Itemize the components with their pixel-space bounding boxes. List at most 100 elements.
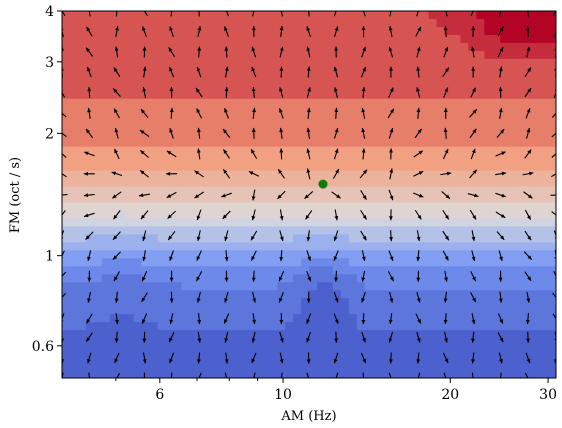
quiver-arrow: [306, 46, 311, 58]
contour-cell: [229, 210, 238, 220]
contour-cell: [532, 114, 541, 124]
contour-cell: [189, 130, 199, 140]
contour-cell: [444, 26, 454, 36]
contour-cell: [316, 42, 326, 52]
contour-cell: [277, 98, 286, 108]
contour-cell: [484, 298, 493, 307]
contour-cell: [428, 130, 438, 140]
contour-cell: [165, 202, 175, 212]
contour-cell: [197, 250, 207, 259]
contour-cell: [205, 122, 214, 132]
quiver-arrow: [306, 331, 311, 343]
contour-cell: [62, 242, 71, 251]
contour-cell: [85, 362, 95, 371]
contour-cell: [484, 362, 493, 371]
contour-cell: [500, 66, 509, 76]
contour-cell: [540, 74, 549, 84]
contour-cell: [253, 274, 262, 283]
contour-cell: [436, 106, 446, 116]
contour-cell: [269, 26, 278, 36]
quiver-arrow: [361, 270, 366, 282]
contour-cell: [388, 34, 398, 44]
contour-cell: [189, 26, 199, 36]
contour-cell: [293, 298, 302, 307]
contour-cell: [364, 146, 374, 156]
contour-cell: [468, 50, 477, 60]
contour-cell: [412, 242, 422, 251]
contour-cell: [109, 66, 119, 76]
contour-cell: [69, 146, 79, 156]
quiver-arrow: [388, 313, 393, 325]
contour-cell: [404, 122, 414, 132]
contour-cell: [540, 146, 549, 156]
contour-cell: [157, 50, 167, 60]
contour-cell: [452, 186, 461, 196]
quiver-arrow: [224, 230, 229, 242]
contour-cell: [460, 26, 469, 36]
contour-cell: [93, 210, 103, 220]
contour-cell: [492, 18, 501, 28]
contour-cell: [261, 346, 270, 355]
quiver-arrow: [280, 11, 283, 17]
contour-cell: [404, 362, 414, 371]
contour-cell: [452, 250, 461, 259]
contour-cell: [340, 42, 350, 52]
contour-cell: [229, 306, 238, 315]
contour-cell: [109, 170, 119, 180]
contour-cell: [356, 258, 366, 267]
contour-cell: [189, 146, 199, 156]
contour-cell: [181, 162, 191, 172]
contour-cell: [356, 322, 366, 331]
quiver-arrow: [279, 127, 284, 139]
contour-cell: [364, 226, 374, 235]
contour-cell: [269, 34, 278, 44]
contour-cell: [261, 250, 270, 259]
quiver-arrow: [196, 250, 202, 261]
contour-cell: [356, 346, 366, 355]
contour-cell: [189, 114, 199, 124]
contour-cell: [348, 186, 358, 196]
contour-cell: [301, 290, 310, 299]
quiver-arrow: [467, 193, 479, 198]
y-tick-label: 2: [45, 126, 54, 142]
contour-cell: [388, 58, 398, 68]
contour-cell: [133, 298, 143, 307]
contour-cell: [109, 130, 119, 140]
contour-cell: [293, 98, 302, 108]
contour-cell: [540, 362, 549, 371]
contour-cell: [101, 234, 111, 243]
contour-cell: [125, 322, 135, 331]
contour-cell: [157, 26, 167, 36]
contour-cell: [372, 66, 382, 76]
contour-cell: [548, 162, 556, 172]
contour-cell: [253, 74, 262, 84]
contour-cell: [372, 370, 382, 378]
contour-cell: [109, 242, 119, 251]
quiver-arrow: [115, 313, 119, 325]
contour-cell: [261, 146, 270, 156]
contour-cell: [77, 218, 87, 228]
contour-cell: [532, 282, 541, 291]
contour-cell: [476, 178, 485, 188]
contour-cell: [85, 194, 95, 204]
contour-cell: [141, 362, 151, 371]
contour-cell: [388, 234, 398, 243]
contour-cell: [444, 354, 454, 363]
contour-cell: [404, 170, 414, 180]
contour-cell: [532, 274, 541, 283]
contour-cell: [285, 82, 294, 92]
contour-cell: [452, 162, 461, 172]
quiver-arrow: [306, 66, 311, 78]
quiver-arrow: [361, 250, 366, 262]
contour-cell: [285, 346, 294, 355]
contour-cell: [277, 34, 286, 44]
quiver-arrow: [169, 270, 174, 282]
contour-cell: [69, 11, 79, 20]
contour-cell: [412, 18, 422, 28]
contour-cell: [460, 130, 469, 140]
contour-cell: [548, 290, 556, 299]
contour-cell: [253, 26, 262, 36]
contour-cell: [165, 34, 175, 44]
contour-cell: [348, 346, 358, 355]
contour-cell: [404, 138, 414, 148]
